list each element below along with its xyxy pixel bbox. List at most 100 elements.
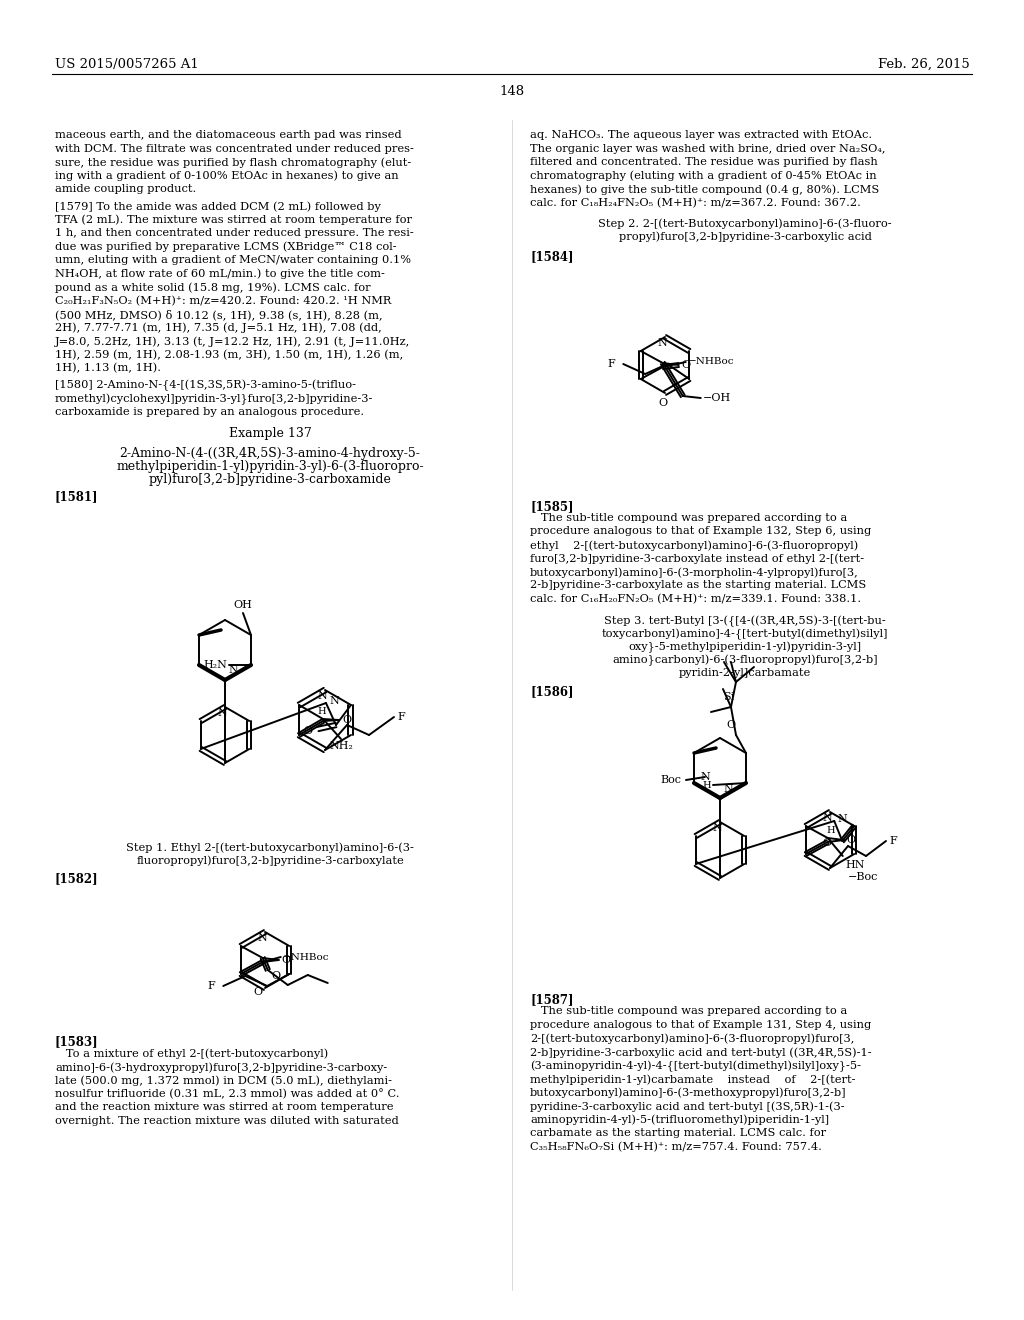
- Text: Feb. 26, 2015: Feb. 26, 2015: [879, 58, 970, 71]
- Text: The sub-title compound was prepared according to a: The sub-title compound was prepared acco…: [530, 513, 847, 523]
- Text: umn, eluting with a gradient of MeCN/water containing 0.1%: umn, eluting with a gradient of MeCN/wat…: [55, 255, 411, 265]
- Text: ing with a gradient of 0-100% EtOAc in hexanes) to give an: ing with a gradient of 0-100% EtOAc in h…: [55, 170, 398, 181]
- Text: 2H), 7.77-7.71 (m, 1H), 7.35 (d, J=5.1 Hz, 1H), 7.08 (dd,: 2H), 7.77-7.71 (m, 1H), 7.35 (d, J=5.1 H…: [55, 322, 382, 333]
- Text: To a mixture of ethyl 2-[(tert-butoxycarbonyl): To a mixture of ethyl 2-[(tert-butoxycar…: [55, 1048, 329, 1059]
- Text: fluoropropyl)furo[3,2-b]pyridine-3-carboxylate: fluoropropyl)furo[3,2-b]pyridine-3-carbo…: [136, 855, 403, 866]
- Text: [1580] 2-Amino-N-{4-[(1S,3S,5R)-3-amino-5-(trifluo-: [1580] 2-Amino-N-{4-[(1S,3S,5R)-3-amino-…: [55, 380, 356, 391]
- Text: romethyl)cyclohexyl]pyridin-3-yl}furo[3,2-b]pyridine-3-: romethyl)cyclohexyl]pyridin-3-yl}furo[3,…: [55, 393, 374, 405]
- Text: and the reaction mixture was stirred at room temperature: and the reaction mixture was stirred at …: [55, 1102, 393, 1113]
- Text: F: F: [607, 359, 615, 370]
- Text: −Boc: −Boc: [848, 873, 879, 882]
- Text: [1579] To the amide was added DCM (2 mL) followed by: [1579] To the amide was added DCM (2 mL)…: [55, 201, 381, 211]
- Text: calc. for C₁₈H₂₄FN₂O₅ (M+H)⁺: m/z=367.2. Found: 367.2.: calc. for C₁₈H₂₄FN₂O₅ (M+H)⁺: m/z=367.2.…: [530, 198, 861, 207]
- Text: 2-b]pyridine-3-carboxylic acid and tert-butyl ((3R,4R,5S)-1-: 2-b]pyridine-3-carboxylic acid and tert-…: [530, 1047, 871, 1057]
- Text: pyridin-2-yl]carbamate: pyridin-2-yl]carbamate: [679, 668, 811, 678]
- Text: 1H), 2.59 (m, 1H), 2.08-1.93 (m, 3H), 1.50 (m, 1H), 1.26 (m,: 1H), 2.59 (m, 1H), 2.08-1.93 (m, 3H), 1.…: [55, 350, 403, 360]
- Text: filtered and concentrated. The residue was purified by flash: filtered and concentrated. The residue w…: [530, 157, 878, 168]
- Text: ethyl    2-[(tert-butoxycarbonyl)amino]-6-(3-fluoropropyl): ethyl 2-[(tert-butoxycarbonyl)amino]-6-(…: [530, 540, 858, 550]
- Text: N: N: [700, 772, 710, 781]
- Text: chromatography (eluting with a gradient of 0-45% EtOAc in: chromatography (eluting with a gradient …: [530, 170, 877, 181]
- Text: calc. for C₁₆H₂₀FN₂O₅ (M+H)⁺: m/z=339.1. Found: 338.1.: calc. for C₁₆H₂₀FN₂O₅ (M+H)⁺: m/z=339.1.…: [530, 594, 861, 605]
- Text: O: O: [658, 399, 668, 408]
- Text: Example 137: Example 137: [228, 426, 311, 440]
- Text: F: F: [889, 836, 897, 846]
- Text: F: F: [208, 981, 215, 991]
- Text: carbamate as the starting material. LCMS calc. for: carbamate as the starting material. LCMS…: [530, 1129, 826, 1138]
- Text: N: N: [712, 822, 722, 833]
- Text: butoxycarbonyl)amino]-6-(3-morpholin-4-ylpropyl)furo[3,: butoxycarbonyl)amino]-6-(3-morpholin-4-y…: [530, 568, 859, 578]
- Text: [1582]: [1582]: [55, 873, 98, 884]
- Text: O: O: [342, 715, 351, 725]
- Text: O: O: [847, 836, 856, 845]
- Text: butoxycarbonyl)amino]-6-(3-methoxypropyl)furo[3,2-b]: butoxycarbonyl)amino]-6-(3-methoxypropyl…: [530, 1088, 847, 1098]
- Text: procedure analogous to that of Example 132, Step 6, using: procedure analogous to that of Example 1…: [530, 527, 871, 536]
- Text: aminopyridin-4-yl)-5-(trifluoromethyl)piperidin-1-yl]: aminopyridin-4-yl)-5-(trifluoromethyl)pi…: [530, 1114, 829, 1125]
- Text: overnight. The reaction mixture was diluted with saturated: overnight. The reaction mixture was dilu…: [55, 1115, 398, 1126]
- Text: [1586]: [1586]: [530, 685, 573, 698]
- Text: due was purified by preparative LCMS (XBridge™ C18 col-: due was purified by preparative LCMS (XB…: [55, 242, 396, 252]
- Text: 2-[(tert-butoxycarbonyl)amino]-6-(3-fluoropropyl)furo[3,: 2-[(tert-butoxycarbonyl)amino]-6-(3-fluo…: [530, 1034, 854, 1044]
- Text: 148: 148: [500, 84, 524, 98]
- Text: methylpiperidin-1-yl)pyridin-3-yl)-6-(3-fluoropro-: methylpiperidin-1-yl)pyridin-3-yl)-6-(3-…: [116, 459, 424, 473]
- Text: methylpiperidin-1-yl)carbamate    instead    of    2-[(tert-: methylpiperidin-1-yl)carbamate instead o…: [530, 1074, 855, 1085]
- Text: −NHBoc: −NHBoc: [283, 953, 330, 961]
- Text: amino}carbonyl)-6-(3-fluoropropyl)furo[3,2-b]: amino}carbonyl)-6-(3-fluoropropyl)furo[3…: [612, 655, 878, 667]
- Text: sure, the residue was purified by flash chromatography (elut-: sure, the residue was purified by flash …: [55, 157, 412, 168]
- Text: F: F: [397, 711, 404, 722]
- Text: TFA (2 mL). The mixture was stirred at room temperature for: TFA (2 mL). The mixture was stirred at r…: [55, 214, 412, 226]
- Text: NH₄OH, at flow rate of 60 mL/min.) to give the title com-: NH₄OH, at flow rate of 60 mL/min.) to gi…: [55, 268, 385, 279]
- Text: late (500.0 mg, 1.372 mmol) in DCM (5.0 mL), diethylami-: late (500.0 mg, 1.372 mmol) in DCM (5.0 …: [55, 1076, 392, 1086]
- Text: [1587]: [1587]: [530, 993, 573, 1006]
- Text: O: O: [282, 954, 291, 965]
- Text: N: N: [217, 708, 227, 718]
- Text: H₂N: H₂N: [203, 660, 227, 671]
- Text: pyl)furo[3,2-b]pyridine-3-carboxamide: pyl)furo[3,2-b]pyridine-3-carboxamide: [148, 473, 391, 486]
- Text: N: N: [257, 933, 267, 942]
- Text: O: O: [253, 987, 262, 997]
- Text: US 2015/0057265 A1: US 2015/0057265 A1: [55, 58, 199, 71]
- Text: Step 3. tert-Butyl [3-({[4-((3R,4R,5S)-3-[(tert-bu-: Step 3. tert-Butyl [3-({[4-((3R,4R,5S)-3…: [604, 616, 886, 627]
- Text: Step 1. Ethyl 2-[(tert-butoxycarbonyl)amino]-6-(3-: Step 1. Ethyl 2-[(tert-butoxycarbonyl)am…: [126, 842, 414, 853]
- Text: C₃₅H₅₈FN₆O₇Si (M+H)⁺: m/z=757.4. Found: 757.4.: C₃₅H₅₈FN₆O₇Si (M+H)⁺: m/z=757.4. Found: …: [530, 1142, 822, 1152]
- Text: N: N: [228, 665, 238, 675]
- Text: O: O: [822, 838, 831, 847]
- Text: H: H: [702, 780, 711, 789]
- Text: [1583]: [1583]: [55, 1035, 98, 1048]
- Text: J=8.0, 5.2Hz, 1H), 3.13 (t, J=12.2 Hz, 1H), 2.91 (t, J=11.0Hz,: J=8.0, 5.2Hz, 1H), 3.13 (t, J=12.2 Hz, 1…: [55, 337, 411, 347]
- Text: 1H), 1.13 (m, 1H).: 1H), 1.13 (m, 1H).: [55, 363, 161, 374]
- Text: furo[3,2-b]pyridine-3-carboxylate instead of ethyl 2-[(tert-: furo[3,2-b]pyridine-3-carboxylate instea…: [530, 553, 864, 564]
- Text: procedure analogous to that of Example 131, Step 4, using: procedure analogous to that of Example 1…: [530, 1020, 871, 1030]
- Text: C₂₀H₂₁F₃N₅O₂ (M+H)⁺: m/z=420.2. Found: 420.2. ¹H NMR: C₂₀H₂₁F₃N₅O₂ (M+H)⁺: m/z=420.2. Found: 4…: [55, 296, 391, 306]
- Text: 2-b]pyridine-3-carboxylate as the starting material. LCMS: 2-b]pyridine-3-carboxylate as the starti…: [530, 581, 866, 590]
- Text: −OH: −OH: [702, 393, 731, 403]
- Text: O: O: [726, 719, 735, 730]
- Text: The organic layer was washed with brine, dried over Na₂SO₄,: The organic layer was washed with brine,…: [530, 144, 886, 153]
- Text: HN: HN: [846, 861, 865, 870]
- Text: carboxamide is prepared by an analogous procedure.: carboxamide is prepared by an analogous …: [55, 407, 365, 417]
- Text: N: N: [329, 696, 339, 706]
- Text: The sub-title compound was prepared according to a: The sub-title compound was prepared acco…: [530, 1006, 847, 1016]
- Text: N: N: [822, 813, 831, 822]
- Text: toxycarbonyl)amino]-4-{[tert-butyl(dimethyl)silyl]: toxycarbonyl)amino]-4-{[tert-butyl(dimet…: [602, 630, 888, 640]
- Text: [1584]: [1584]: [530, 249, 573, 263]
- Text: Step 2. 2-[(tert-Butoxycarbonyl)amino]-6-(3-fluoro-: Step 2. 2-[(tert-Butoxycarbonyl)amino]-6…: [598, 218, 892, 228]
- Text: N: N: [723, 784, 733, 795]
- Text: [1581]: [1581]: [55, 490, 98, 503]
- Text: pyridine-3-carboxylic acid and tert-butyl [(3S,5R)-1-(3-: pyridine-3-carboxylic acid and tert-buty…: [530, 1101, 845, 1111]
- Text: [1585]: [1585]: [530, 500, 573, 513]
- Text: (3-aminopyridin-4-yl)-4-{[tert-butyl(dimethyl)silyl]oxy}-5-: (3-aminopyridin-4-yl)-4-{[tert-butyl(dim…: [530, 1060, 861, 1072]
- Text: 2-Amino-N-(4-((3R,4R,5S)-3-amino-4-hydroxy-5-: 2-Amino-N-(4-((3R,4R,5S)-3-amino-4-hydro…: [120, 447, 421, 459]
- Text: OH: OH: [233, 601, 253, 610]
- Text: amino]-6-(3-hydroxypropyl)furo[3,2-b]pyridine-3-carboxy-: amino]-6-(3-hydroxypropyl)furo[3,2-b]pyr…: [55, 1063, 387, 1073]
- Text: oxy}-5-methylpiperidin-1-yl)pyridin-3-yl]: oxy}-5-methylpiperidin-1-yl)pyridin-3-yl…: [629, 642, 861, 653]
- Text: H: H: [826, 826, 835, 836]
- Text: aq. NaHCO₃. The aqueous layer was extracted with EtOAc.: aq. NaHCO₃. The aqueous layer was extrac…: [530, 129, 872, 140]
- Text: with DCM. The filtrate was concentrated under reduced pres-: with DCM. The filtrate was concentrated …: [55, 144, 414, 153]
- Text: H: H: [317, 708, 327, 715]
- Text: (500 MHz, DMSO) δ 10.12 (s, 1H), 9.38 (s, 1H), 8.28 (m,: (500 MHz, DMSO) δ 10.12 (s, 1H), 9.38 (s…: [55, 309, 383, 319]
- Text: N: N: [657, 338, 667, 348]
- Text: 1 h, and then concentrated under reduced pressure. The resi-: 1 h, and then concentrated under reduced…: [55, 228, 414, 238]
- Text: N: N: [317, 690, 327, 701]
- Text: hexanes) to give the sub-title compound (0.4 g, 80%). LCMS: hexanes) to give the sub-title compound …: [530, 183, 880, 194]
- Text: Si: Si: [723, 692, 734, 702]
